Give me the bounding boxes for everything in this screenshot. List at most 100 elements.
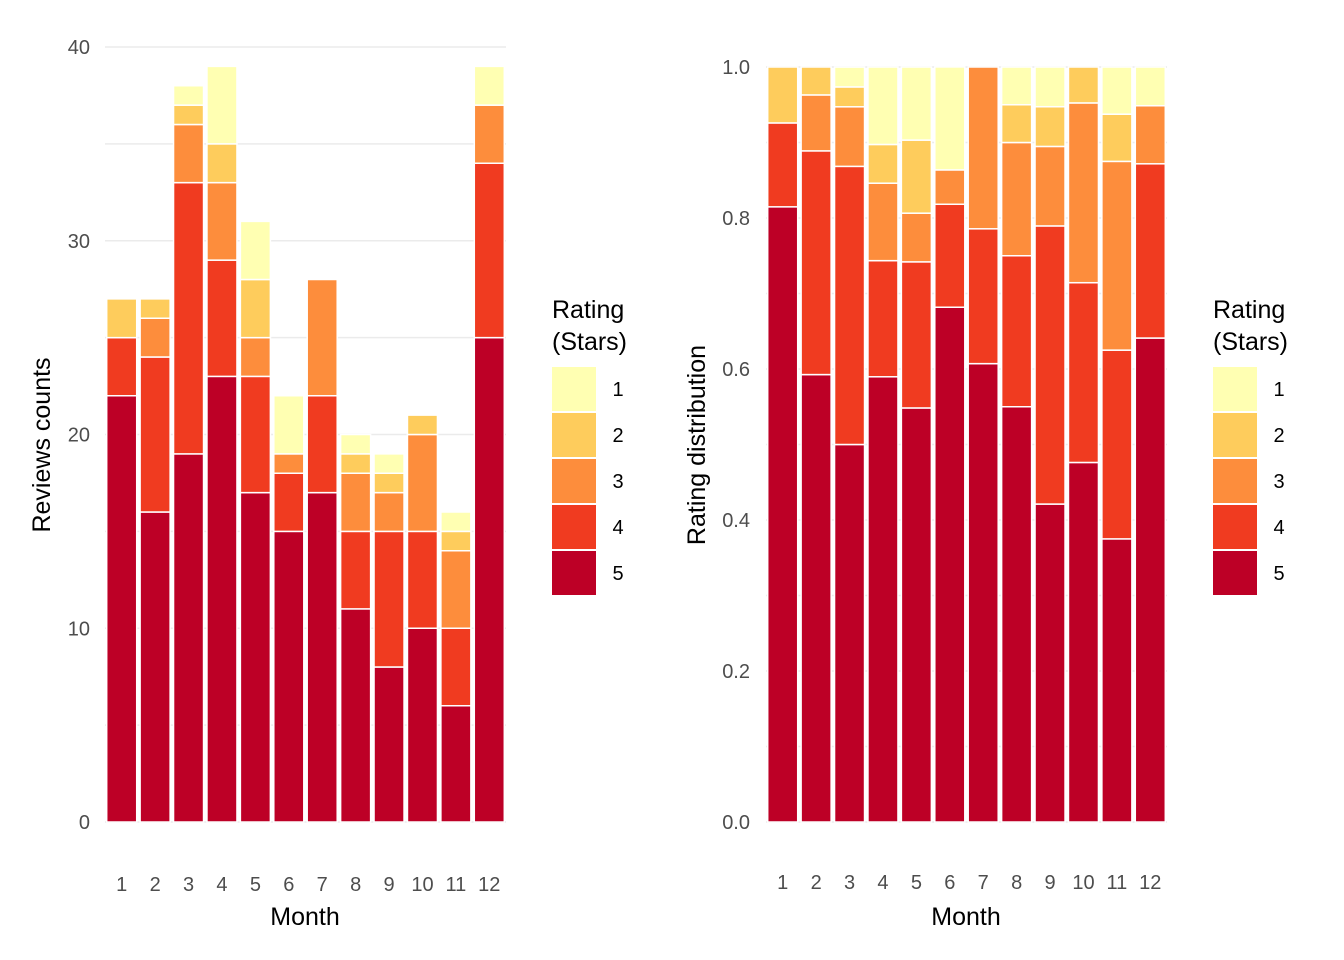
- legend-label-2: 2: [612, 425, 623, 447]
- bar-segment-month-8-rating-1: [1000, 66, 1033, 106]
- bar-segment-month-10-rating-4: [1067, 281, 1100, 464]
- bar-segment-month-9-rating-4: [373, 530, 405, 668]
- bar-segment-month-6-rating-3: [934, 169, 966, 206]
- bar-segment-month-5-rating-2: [900, 139, 933, 214]
- legend-label-3: 3: [1273, 471, 1284, 493]
- bar-segment-month-12-rating-1: [473, 65, 506, 106]
- bar-segment-month-5-rating-1: [900, 66, 933, 141]
- bar-segment-month-8-rating-1: [339, 433, 372, 455]
- y-tick-label: 30: [68, 231, 90, 253]
- bar-segment-month-10-rating-5: [406, 627, 439, 823]
- bar-segment-month-10-rating-2: [406, 414, 439, 436]
- legend-label-2: 2: [1273, 425, 1284, 447]
- bar-segment-month-4-rating-5: [867, 376, 899, 823]
- legend-label-1: 1: [612, 379, 623, 401]
- bar-segment-month-11-rating-2: [440, 530, 472, 552]
- x-tick-label: 7: [317, 874, 328, 896]
- x-tick-label: 6: [283, 874, 294, 896]
- bar-segment-month-7-rating-4: [306, 395, 338, 494]
- x-tick-label: 11: [1106, 872, 1127, 894]
- bar-segment-month-2-rating-2: [139, 298, 171, 319]
- bar-segment-month-2-rating-5: [800, 373, 832, 823]
- x-tick-label: 4: [216, 874, 227, 896]
- bar-segment-month-4-rating-5: [206, 375, 238, 823]
- bar-segment-month-7-rating-5: [306, 491, 338, 823]
- y-axis-title: Reviews counts: [28, 357, 56, 532]
- bar-segment-month-5-rating-2: [239, 278, 272, 339]
- bar-segment-month-2-rating-5: [139, 511, 171, 823]
- legend-key-4: [1213, 505, 1257, 549]
- y-tick-label: 10: [68, 618, 90, 640]
- bar-segment-month-9-rating-3: [1034, 145, 1066, 227]
- bar-segment-month-12-rating-4: [473, 162, 506, 339]
- bar-segment-month-6-rating-4: [934, 203, 966, 308]
- bar-segment-month-6-rating-4: [273, 472, 305, 533]
- bar-segment-month-11-rating-5: [440, 705, 472, 823]
- bar-segment-month-3-rating-5: [833, 443, 866, 823]
- y-tick-label: 0.2: [722, 661, 750, 683]
- bar-segment-month-4-rating-1: [206, 65, 238, 145]
- bar-segment-month-6-rating-1: [934, 66, 966, 171]
- bar-segment-month-4-rating-4: [206, 259, 238, 378]
- x-tick-label: 2: [150, 874, 161, 896]
- bar-segment-month-7-rating-3: [306, 278, 338, 397]
- legend-title-line: (Stars): [552, 328, 627, 356]
- bar-segment-month-2-rating-3: [800, 94, 832, 152]
- bar-segment-month-12-rating-3: [473, 104, 506, 164]
- y-axis-title: Rating distribution: [683, 345, 711, 545]
- bar-segment-month-11-rating-5: [1101, 538, 1133, 823]
- bar-segment-month-2-rating-3: [139, 317, 171, 358]
- legend-title-line: (Stars): [1213, 328, 1288, 356]
- bar-segment-month-11-rating-1: [1101, 66, 1133, 115]
- x-axis-title: Month: [270, 903, 339, 931]
- legend-label-5: 5: [1273, 563, 1284, 585]
- y-tick-label: 1.0: [722, 57, 750, 79]
- bar-segment-month-11-rating-2: [1101, 113, 1133, 163]
- x-tick-label: 9: [1044, 872, 1055, 894]
- y-tick-label: 0.8: [722, 208, 750, 230]
- legend-key-1: [1213, 367, 1257, 411]
- bar-segment-month-10-rating-2: [1067, 66, 1100, 104]
- legend-label-3: 3: [612, 471, 623, 493]
- bar-segment-month-9-rating-1: [373, 453, 405, 474]
- bar-segment-month-6-rating-5: [934, 306, 966, 823]
- bar-segment-month-6-rating-1: [273, 395, 305, 455]
- bar-segment-month-12-rating-3: [1134, 104, 1167, 165]
- bar-segment-month-4-rating-3: [867, 182, 899, 262]
- bar-segment-month-9-rating-2: [1034, 105, 1066, 148]
- legend-title: Rating (Stars): [552, 296, 627, 356]
- y-tick-label: 20: [68, 425, 90, 447]
- bar-segment-month-10-rating-4: [406, 530, 439, 629]
- bar-segment-month-6-rating-3: [273, 453, 305, 474]
- x-tick-label: 12: [478, 874, 500, 896]
- bar-segment-month-8-rating-2: [339, 453, 372, 474]
- bar-segment-month-7-rating-3: [967, 66, 999, 230]
- x-tick-label: 10: [1072, 872, 1094, 894]
- x-tick-label: 1: [777, 872, 788, 894]
- bar-segment-month-4-rating-2: [206, 143, 238, 184]
- bar-segment-month-8-rating-4: [1000, 255, 1033, 408]
- legend-label-4: 4: [612, 517, 623, 539]
- bar-segment-month-2-rating-4: [800, 150, 832, 376]
- bar-segment-month-3-rating-5: [172, 453, 205, 823]
- bar-segment-month-12-rating-5: [473, 336, 506, 823]
- x-tick-label: 5: [250, 874, 261, 896]
- bar-segment-month-3-rating-3: [833, 106, 866, 168]
- bar-segment-month-5-rating-4: [239, 375, 272, 494]
- bar-segment-month-3-rating-2: [833, 86, 866, 108]
- bar-segment-month-8-rating-3: [1000, 141, 1033, 257]
- bar-segment-month-9-rating-3: [373, 491, 405, 533]
- bar-segment-month-3-rating-1: [172, 85, 205, 106]
- x-tick-label: 12: [1139, 872, 1161, 894]
- bar-segment-month-2-rating-4: [139, 356, 171, 513]
- x-tick-label: 5: [911, 872, 922, 894]
- legend-key-3: [1213, 459, 1257, 503]
- legend-key-2: [552, 413, 596, 457]
- bar-segment-month-10-rating-5: [1067, 461, 1100, 823]
- bar-segment-month-11-rating-4: [1101, 349, 1133, 540]
- x-tick-label: 10: [411, 874, 433, 896]
- x-axis-title: Month: [931, 903, 1000, 931]
- legend-key-1: [552, 367, 596, 411]
- y-tick-label: 0: [79, 812, 90, 834]
- x-tick-label: 2: [811, 872, 822, 894]
